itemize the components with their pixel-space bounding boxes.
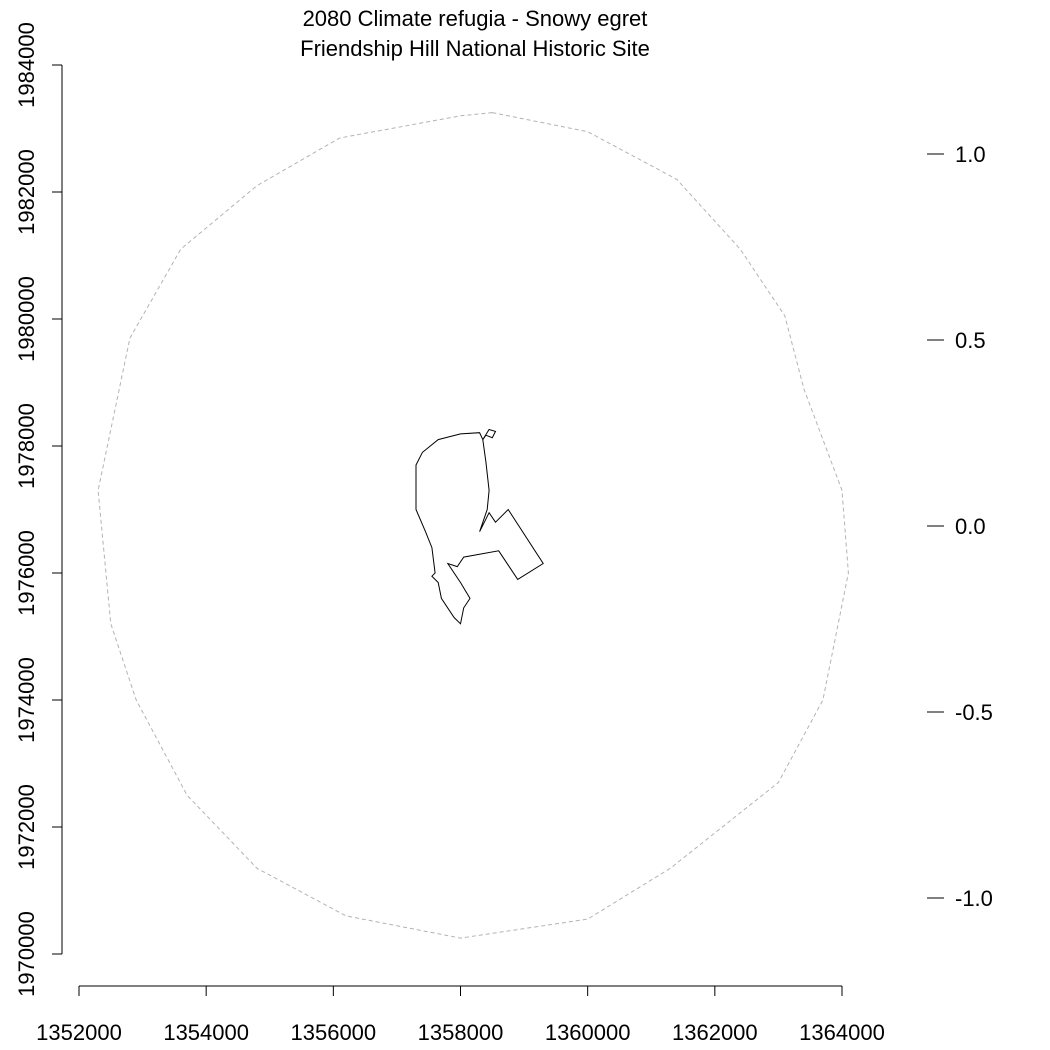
x-tick-label: 1362000 bbox=[672, 1020, 758, 1045]
y-tick-label: 1982000 bbox=[14, 149, 39, 235]
y-tick-label: 1984000 bbox=[14, 22, 39, 108]
legend-tick-label: 0.5 bbox=[955, 328, 986, 353]
x-tick-label: 1356000 bbox=[291, 1020, 377, 1045]
y-tick-label: 1970000 bbox=[14, 911, 39, 997]
legend-tick-label: 0.0 bbox=[955, 514, 986, 539]
y-tick-label: 1974000 bbox=[14, 657, 39, 743]
park-boundary bbox=[415, 428, 544, 625]
chart-title-line1: 2080 Climate refugia - Snowy egret bbox=[303, 6, 648, 31]
x-tick-label: 1352000 bbox=[36, 1020, 122, 1045]
buffer-outline bbox=[97, 112, 849, 939]
x-tick-label: 1358000 bbox=[418, 1020, 504, 1045]
chart-title-line2: Friendship Hill National Historic Site bbox=[300, 36, 650, 61]
x-tick-label: 1360000 bbox=[545, 1020, 631, 1045]
y-tick-label: 1972000 bbox=[14, 784, 39, 870]
x-tick-label: 1354000 bbox=[163, 1020, 249, 1045]
y-tick-label: 1978000 bbox=[14, 403, 39, 489]
y-axis: 1970000 1972000 1974000 1976000 1978000 19800… bbox=[14, 22, 63, 997]
legend-tick-label: -0.5 bbox=[955, 700, 993, 725]
y-tick-label: 1980000 bbox=[14, 276, 39, 362]
legend-tick-label: 1.0 bbox=[955, 142, 986, 167]
x-axis: 1352000 1354000 1356000 1358000 1360000 13620… bbox=[36, 985, 885, 1045]
y-tick-label: 1976000 bbox=[14, 530, 39, 616]
legend-tick-label: -1.0 bbox=[955, 886, 993, 911]
legend-scale: 1.0 0.5 0.0 -0.5 -1.0 bbox=[927, 142, 993, 911]
x-tick-label: 1364000 bbox=[799, 1020, 885, 1045]
